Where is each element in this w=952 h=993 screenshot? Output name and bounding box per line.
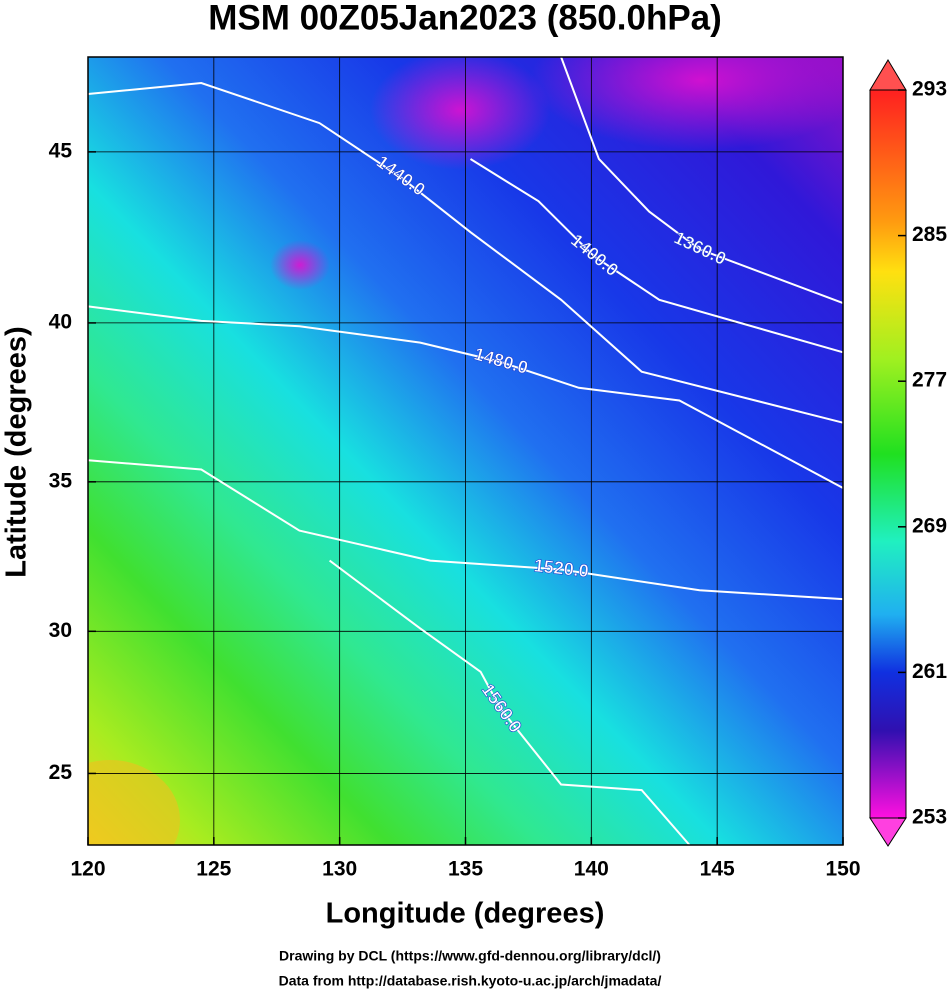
colorbar-tick-label: 285 xyxy=(912,223,947,246)
colorbar-tick-label: 253 xyxy=(912,806,947,829)
colorbar-tick-label: 293 xyxy=(912,78,947,101)
y-tick-label: 30 xyxy=(49,619,72,642)
x-axis-label: Longitude (degrees) xyxy=(326,898,605,930)
x-tick-label: 135 xyxy=(448,858,483,881)
y-tick-label: 35 xyxy=(49,469,73,492)
temperature-field xyxy=(88,57,843,845)
contour-line xyxy=(87,459,844,601)
contour-line xyxy=(87,305,844,489)
colorbar-tick-label: 269 xyxy=(912,514,947,537)
contour-line xyxy=(560,56,844,305)
x-tick-label: 130 xyxy=(322,858,357,881)
footer-credit: Drawing by DCL (https://www.gfd-dennou.o… xyxy=(279,948,661,964)
x-tick-label: 145 xyxy=(700,858,735,881)
x-tick-label: 140 xyxy=(574,858,609,881)
y-axis-label: Latitude (degrees) xyxy=(1,326,33,577)
y-tick-label: 40 xyxy=(49,310,72,333)
x-tick-label: 150 xyxy=(825,858,860,881)
contour-line xyxy=(329,559,691,846)
contour-line xyxy=(469,158,844,354)
y-tick-label: 45 xyxy=(49,139,73,162)
chart-title: MSM 00Z05Jan2023 (850.0hPa) xyxy=(208,0,722,37)
colorbar-extend-top xyxy=(869,59,907,91)
y-tick-label: 25 xyxy=(49,761,73,784)
colorbar-extend-bottom xyxy=(869,817,907,847)
footer-credit: Data from http://database.rish.kyoto-u.a… xyxy=(279,973,662,989)
contour-label: 1520.0 xyxy=(533,555,590,581)
grid xyxy=(87,57,844,845)
colorbar-tick-label: 277 xyxy=(912,369,947,392)
x-tick-label: 120 xyxy=(70,858,105,881)
colorbar xyxy=(869,89,907,819)
x-tick-label: 125 xyxy=(196,858,231,881)
contour-line xyxy=(87,81,844,424)
colorbar-tick-label: 261 xyxy=(912,660,947,683)
